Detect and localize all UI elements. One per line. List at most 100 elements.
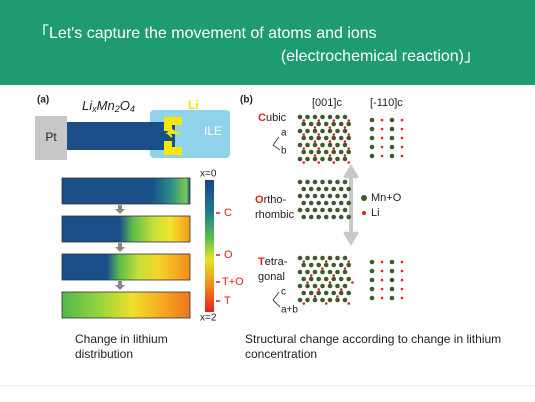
atom bbox=[342, 193, 348, 199]
atom bbox=[346, 186, 352, 192]
atom bbox=[297, 283, 303, 289]
phase-name: Tetra- bbox=[258, 256, 288, 268]
atom bbox=[338, 262, 344, 268]
atom bbox=[320, 114, 325, 120]
atom bbox=[297, 193, 303, 199]
atom bbox=[301, 135, 307, 141]
atom bbox=[331, 290, 337, 296]
atom bbox=[342, 207, 348, 213]
atom bbox=[301, 121, 307, 127]
atom bbox=[389, 268, 395, 274]
atom bbox=[320, 255, 325, 261]
li-atom bbox=[380, 118, 384, 122]
colorbar-top: x=0 bbox=[200, 169, 217, 180]
li-atom bbox=[317, 147, 321, 150]
atom bbox=[327, 255, 333, 261]
atom bbox=[312, 156, 318, 162]
atom bbox=[320, 142, 325, 148]
phase-initial: T bbox=[258, 256, 265, 268]
atom bbox=[335, 207, 340, 213]
atom bbox=[308, 290, 314, 296]
atom bbox=[389, 153, 395, 159]
li-atom bbox=[302, 147, 306, 150]
atom bbox=[297, 142, 303, 148]
atom bbox=[297, 255, 303, 261]
li-atom bbox=[380, 287, 384, 291]
atom bbox=[301, 149, 307, 155]
atom bbox=[389, 259, 395, 265]
atom bbox=[346, 290, 352, 296]
phase-name-line: gonal bbox=[258, 271, 285, 283]
li-atom bbox=[313, 140, 317, 143]
phase-rest: etra- bbox=[265, 256, 288, 268]
atom bbox=[316, 200, 322, 206]
li-atom bbox=[400, 154, 404, 158]
atom bbox=[320, 179, 325, 185]
atom bbox=[389, 126, 395, 132]
atom bbox=[338, 214, 344, 220]
atom bbox=[342, 255, 348, 261]
distribution-bar bbox=[61, 291, 191, 319]
atom bbox=[389, 286, 395, 292]
li-atom bbox=[400, 269, 404, 273]
atom bbox=[320, 193, 325, 199]
atom bbox=[327, 142, 333, 148]
atom bbox=[320, 207, 325, 213]
atom bbox=[305, 297, 310, 303]
atom bbox=[342, 297, 348, 303]
legend-label: Mn+O bbox=[371, 192, 402, 204]
atom bbox=[369, 259, 375, 265]
formula-sub: x bbox=[91, 104, 97, 114]
atom bbox=[316, 214, 322, 220]
atom bbox=[312, 128, 318, 134]
atom bbox=[301, 214, 307, 220]
caption: Structural change according to change in… bbox=[245, 332, 501, 346]
atom bbox=[308, 186, 314, 192]
atom bbox=[323, 186, 329, 192]
formula-part: Li bbox=[82, 98, 93, 113]
atom bbox=[305, 283, 310, 289]
atom bbox=[305, 179, 310, 185]
atom bbox=[327, 297, 333, 303]
atom bbox=[335, 193, 340, 199]
atom bbox=[297, 179, 303, 185]
li-atom bbox=[380, 127, 384, 131]
caption: distribution bbox=[75, 347, 133, 361]
atom bbox=[346, 214, 352, 220]
atom bbox=[389, 135, 395, 141]
li-atom bbox=[302, 260, 306, 263]
atom bbox=[346, 200, 352, 206]
li-atom bbox=[400, 296, 404, 300]
axis-label: a+b bbox=[281, 305, 298, 316]
li-atom bbox=[380, 145, 384, 149]
li-atom bbox=[302, 119, 306, 122]
atom bbox=[312, 179, 318, 185]
atom bbox=[316, 290, 322, 296]
phase-initial: O bbox=[255, 194, 264, 206]
li-atom bbox=[306, 281, 309, 284]
li-atom bbox=[347, 302, 351, 305]
li-atom bbox=[380, 136, 384, 140]
caption: Change in lithium bbox=[75, 332, 168, 346]
atom bbox=[369, 153, 375, 159]
atom bbox=[320, 156, 325, 162]
phase-name: Cubic bbox=[258, 112, 287, 124]
axis-label: a bbox=[281, 128, 287, 139]
li-atom bbox=[347, 119, 351, 122]
atom bbox=[369, 295, 375, 301]
atom bbox=[335, 297, 340, 303]
atom bbox=[338, 200, 344, 206]
atom bbox=[323, 290, 329, 296]
li-atom bbox=[400, 278, 404, 282]
phase-name: Ortho- bbox=[255, 194, 287, 206]
distribution-bar bbox=[61, 215, 191, 243]
atom bbox=[305, 156, 310, 162]
formula: LixMn2O4 bbox=[82, 98, 135, 114]
li-atom bbox=[324, 302, 328, 305]
legend-label: Li bbox=[371, 207, 380, 219]
atom bbox=[316, 262, 322, 268]
atom bbox=[305, 269, 310, 275]
li-atom bbox=[336, 295, 339, 298]
atom bbox=[305, 142, 310, 148]
li-arrows bbox=[164, 117, 182, 155]
